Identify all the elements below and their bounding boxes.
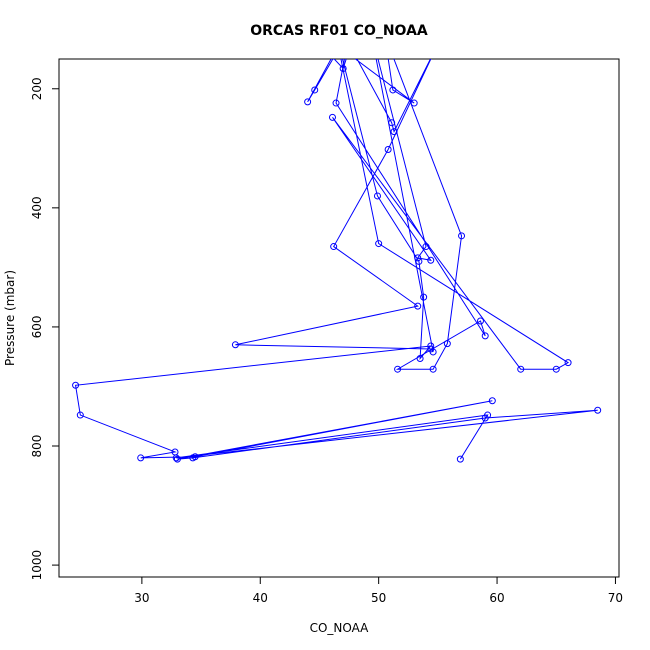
data-point — [484, 411, 492, 419]
y-axis: 200 400 600 800 1000 — [30, 77, 59, 580]
data-point — [420, 293, 428, 301]
plot-frame — [58, 58, 620, 578]
data-point — [427, 256, 435, 264]
data-point — [189, 454, 197, 462]
data-point — [422, 243, 430, 251]
data-point — [375, 240, 383, 248]
data-point — [517, 365, 525, 373]
data-point — [443, 340, 451, 348]
x-tick-label: 30 — [134, 591, 149, 605]
y-tick-label: 200 — [30, 77, 44, 100]
data-point — [594, 406, 602, 414]
data-point — [481, 332, 489, 340]
chart-title: ORCAS RF01 CO_NOAA — [250, 23, 428, 39]
series-layer — [72, 2, 602, 463]
y-tick-label: 400 — [30, 196, 44, 219]
data-point — [394, 365, 402, 373]
data-point — [415, 257, 423, 265]
data-point — [328, 113, 336, 121]
data-point — [231, 341, 239, 349]
x-axis-title: CO_NOAA — [310, 621, 370, 635]
data-point — [552, 365, 560, 373]
x-tick-label: 40 — [253, 591, 268, 605]
data-point — [384, 146, 392, 154]
data-point — [76, 411, 84, 419]
data-point — [388, 119, 396, 127]
data-point — [416, 354, 424, 362]
data-point — [427, 342, 435, 350]
data-point — [339, 65, 347, 73]
series-line — [74, 59, 598, 460]
data-point — [564, 359, 572, 367]
data-point — [338, 38, 344, 44]
data-point — [137, 454, 145, 462]
data-point — [390, 128, 398, 136]
data-point — [304, 98, 312, 106]
data-point — [330, 243, 338, 251]
y-tick-label: 1000 — [30, 550, 44, 581]
data-point — [373, 192, 381, 200]
data-point — [281, 2, 287, 8]
data-point — [311, 86, 319, 94]
data-point — [429, 365, 437, 373]
data-point — [172, 454, 180, 462]
x-tick-label: 70 — [608, 591, 623, 605]
data-point — [435, 41, 441, 47]
data-point — [476, 317, 484, 325]
data-point — [389, 86, 397, 94]
data-point — [458, 232, 466, 240]
data-point — [72, 381, 80, 389]
x-tick-label: 60 — [489, 591, 504, 605]
data-point — [429, 348, 437, 356]
y-tick-label: 600 — [30, 315, 44, 338]
data-point — [414, 302, 422, 310]
x-axis: 30 40 50 60 70 — [134, 577, 623, 605]
y-axis-title: Pressure (mbar) — [3, 270, 17, 366]
data-point — [410, 99, 418, 107]
y-tick-label: 800 — [30, 435, 44, 458]
data-point — [173, 455, 181, 463]
data-point — [488, 397, 496, 405]
data-point — [456, 455, 464, 463]
data-point — [347, 43, 353, 49]
data-point — [414, 254, 422, 262]
x-tick-label: 50 — [371, 591, 386, 605]
data-point — [332, 99, 340, 107]
